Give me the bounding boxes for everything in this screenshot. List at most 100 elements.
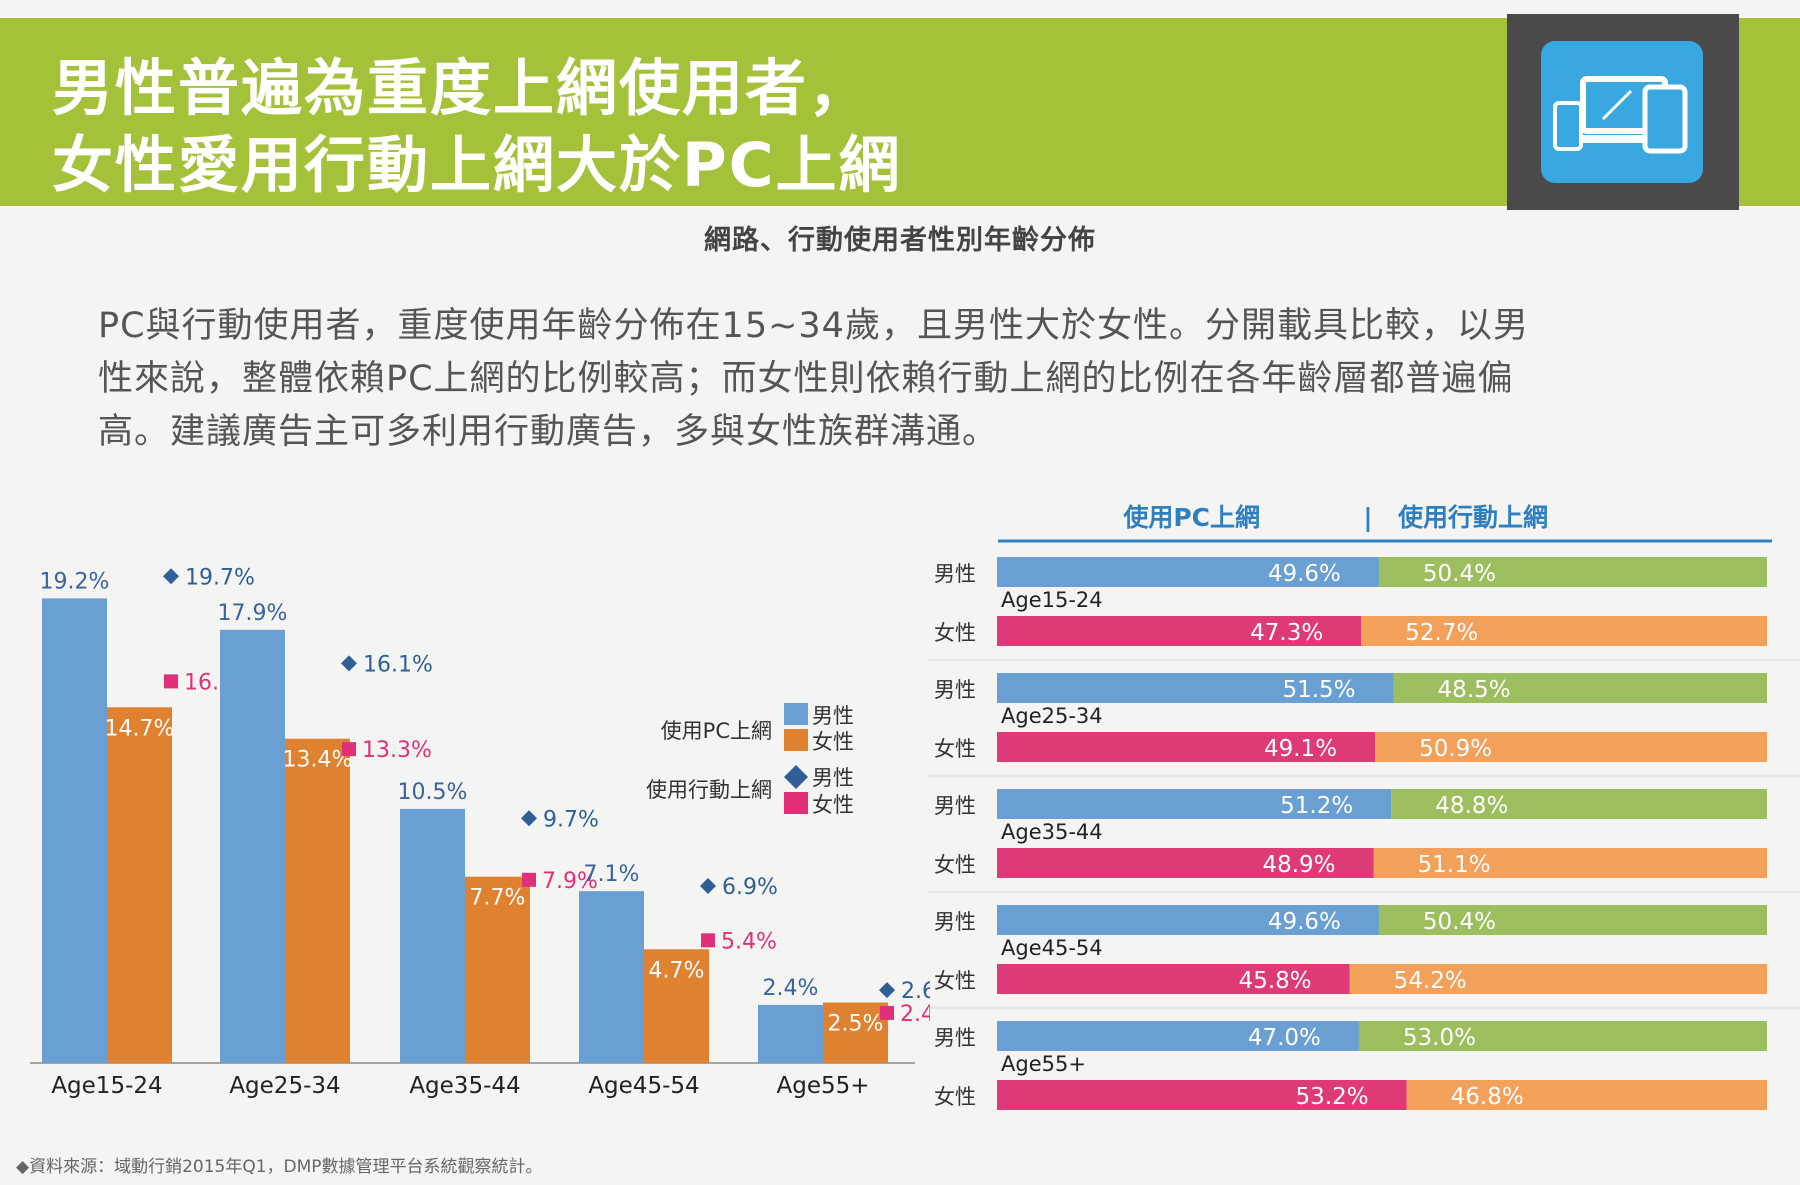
label-mobile-male: 48.8%	[1435, 793, 1508, 819]
label-mobile-male: 2.6%	[901, 979, 930, 1004]
legend-swatch-pc-female	[784, 729, 808, 751]
marker-mobile-female	[701, 933, 715, 948]
label-mobile-male: 53.0%	[1403, 1025, 1476, 1051]
label-mobile-female: 51.1%	[1418, 852, 1491, 878]
marker-mobile-male	[163, 568, 179, 585]
label-mobile-female: 50.9%	[1419, 736, 1492, 762]
description: PC與行動使用者，重度使用年齡分佈在15~34歲，且男性大於女性。分開載具比較，…	[98, 300, 1698, 459]
marker-mobile-male	[341, 655, 357, 672]
label-mobile-male: 50.4%	[1423, 909, 1496, 935]
bar-pc-male	[579, 891, 644, 1063]
label-mobile-female: 2.4%	[900, 1002, 930, 1027]
bar-pc-female	[107, 707, 172, 1063]
bar-segment-pc-female	[997, 616, 1362, 646]
bar-segment-pc-male	[997, 673, 1394, 703]
bar-pc-female	[644, 949, 709, 1063]
legend-label-pc-female: 女性	[812, 730, 854, 754]
age-distribution-bar-chart: 19.2%14.7%19.7%16.1%Age15-2417.9%13.4%16…	[30, 565, 930, 1099]
label-pc-female: 13.4%	[283, 748, 353, 773]
marker-mobile-male	[879, 982, 895, 999]
bar-segment-mobile-female	[1373, 848, 1767, 878]
bar-pc-male	[758, 1004, 823, 1063]
label-mobile-female: 54.2%	[1394, 968, 1467, 994]
label-pc-female: 14.7%	[105, 716, 175, 741]
header-mobile: 使用行動上網	[1397, 503, 1548, 532]
description-line-3: 高。建議廣告主可多利用行動廣告，多與女性族群溝通。	[98, 412, 999, 452]
legend-group-pc: 使用PC上網	[661, 719, 772, 743]
x-tick-label: Age25-34	[229, 1073, 340, 1099]
legend-group-mobile: 使用行動上網	[646, 778, 772, 802]
row-label-female: 女性	[934, 969, 976, 993]
row-label-female: 女性	[934, 737, 976, 761]
x-tick-label: Age45-54	[588, 1073, 699, 1099]
bar-segment-mobile-male	[1378, 557, 1767, 587]
label-mobile-female: 52.7%	[1405, 620, 1478, 646]
marker-mobile-female	[522, 872, 536, 887]
row-label-male: 男性	[934, 910, 976, 934]
label-mobile-male: 19.7%	[185, 565, 255, 590]
marker-mobile-female	[342, 742, 356, 757]
bar-segment-pc-male	[997, 789, 1392, 819]
label-pc-female: 47.3%	[1250, 620, 1323, 646]
label-pc-female: 45.8%	[1239, 968, 1312, 994]
age-group-label: Age35-44	[1001, 820, 1103, 844]
row-label-male: 男性	[934, 1026, 976, 1050]
devices-icon	[1541, 41, 1703, 183]
bar-pc-male	[220, 629, 285, 1063]
legend-label-pc-male: 男性	[812, 704, 854, 728]
legend-label-mobile-male: 男性	[812, 766, 854, 790]
x-tick-label: Age55+	[776, 1073, 869, 1099]
bar-segment-pc-male	[997, 905, 1379, 935]
age-group-label: Age25-34	[1001, 704, 1103, 728]
label-pc-female: 7.7%	[470, 886, 526, 911]
label-pc-male: 49.6%	[1268, 909, 1341, 935]
label-pc-male: 10.5%	[398, 780, 468, 805]
bar-segment-pc-female	[997, 964, 1350, 994]
bar-segment-mobile-male	[1391, 789, 1767, 819]
label-pc-female: 2.5%	[828, 1012, 884, 1037]
label-pc-female: 53.2%	[1296, 1084, 1369, 1110]
bar-segment-pc-male	[997, 557, 1379, 587]
title-line-1: 男性普遍為重度上網使用者，	[52, 53, 872, 124]
chart-subtitle: 網路、行動使用者性別年齡分佈	[704, 225, 1096, 256]
row-label-female: 女性	[934, 853, 976, 877]
label-mobile-female: 5.4%	[721, 929, 777, 954]
row-label-male: 男性	[934, 794, 976, 818]
row-label-male: 男性	[934, 562, 976, 586]
legend-label-mobile-female: 女性	[812, 793, 854, 817]
legend-swatch-pc-male	[784, 703, 808, 725]
label-mobile-male: 48.5%	[1438, 677, 1511, 703]
row-label-male: 男性	[934, 678, 976, 702]
x-tick-label: Age35-44	[409, 1073, 520, 1099]
header-separator: |	[1363, 503, 1372, 532]
bar-pc-female	[285, 738, 350, 1063]
label-mobile-male: 50.4%	[1423, 561, 1496, 587]
row-label-female: 女性	[934, 621, 976, 645]
label-pc-female: 4.7%	[649, 958, 705, 983]
bar-segment-pc-female	[997, 1080, 1407, 1110]
label-pc-male: 2.4%	[763, 976, 819, 1001]
label-pc-male: 19.2%	[40, 569, 110, 594]
bar-segment-mobile-female	[1406, 1080, 1767, 1110]
bar-segment-mobile-female	[1375, 732, 1767, 762]
label-pc-female: 48.9%	[1262, 852, 1335, 878]
age-group-label: Age55+	[1001, 1052, 1086, 1076]
bar-pc-male	[400, 808, 465, 1063]
label-pc-male: 17.9%	[218, 601, 288, 626]
label-mobile-female: 7.9%	[542, 869, 598, 894]
legend-swatch-mobile-male	[784, 765, 808, 789]
title-banner: 男性普遍為重度上網使用者， 女性愛用行動上網大於PC上網	[0, 18, 1800, 206]
label-mobile-male: 9.7%	[543, 807, 599, 832]
marker-mobile-male	[521, 810, 537, 827]
label-mobile-male: 6.9%	[722, 875, 778, 900]
bar-segment-pc-male	[997, 1021, 1359, 1051]
label-pc-male: 51.2%	[1280, 793, 1353, 819]
marker-mobile-male	[700, 878, 716, 895]
label-pc-male: 7.1%	[584, 862, 640, 887]
bar-segment-pc-female	[997, 848, 1374, 878]
label-mobile-female: 46.8%	[1451, 1084, 1524, 1110]
bar-segment-mobile-female	[1349, 964, 1767, 994]
bar-segment-mobile-male	[1378, 905, 1767, 935]
bar-segment-mobile-female	[1361, 616, 1767, 646]
